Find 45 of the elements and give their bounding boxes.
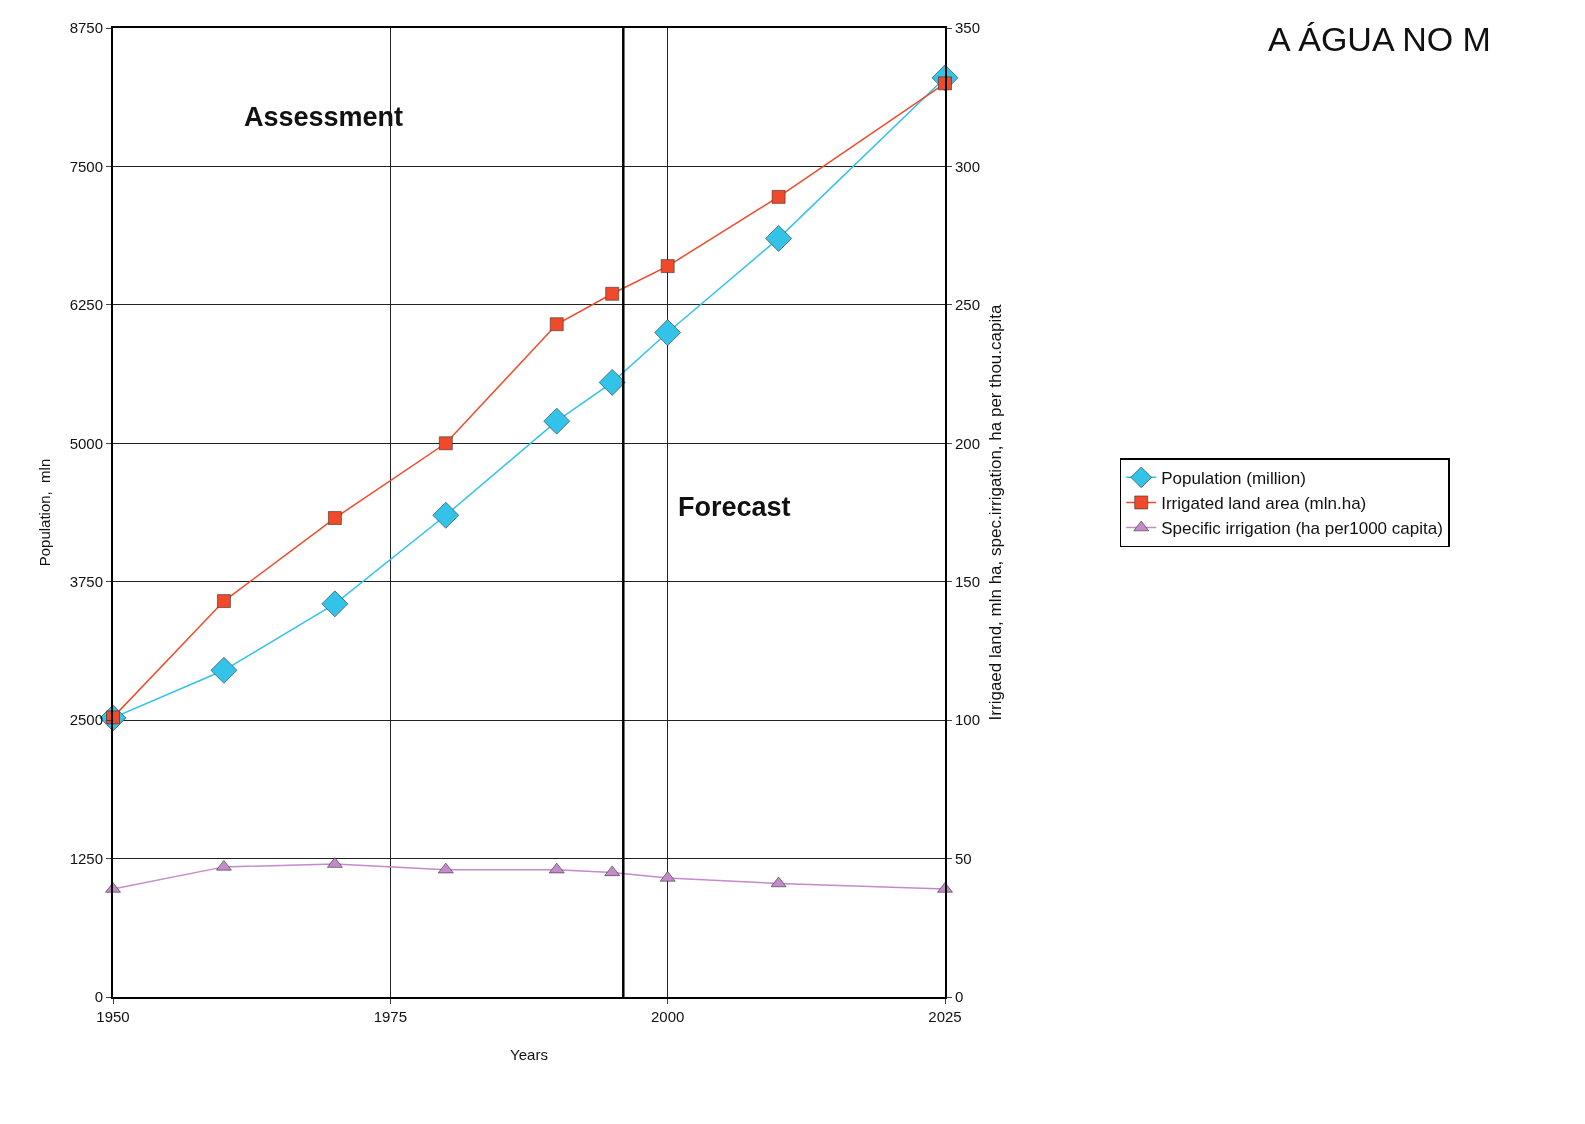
y2-tick-label: 200 [955, 434, 981, 452]
point [605, 286, 619, 301]
point [765, 225, 792, 252]
point [660, 259, 675, 273]
text: A ÁGUA NO M [1268, 20, 1491, 59]
y-tick-label: 6250 [69, 296, 103, 314]
x-tick-label: 1950 [96, 1008, 130, 1025]
y2-tick-label: 350 [955, 19, 981, 37]
point [549, 317, 564, 332]
point [439, 436, 453, 451]
x-axis-title: Years [510, 1045, 548, 1063]
point [598, 369, 626, 396]
x-tick-label: 2000 [650, 1008, 685, 1025]
y-tick-label: 7500 [69, 157, 103, 175]
point [321, 590, 349, 618]
y-tick-label: 5000 [69, 434, 103, 452]
point [432, 501, 460, 529]
x-tick-label: 1975 [373, 1008, 408, 1025]
x-tick-label: 2025 [928, 1008, 962, 1025]
y2-tick-label: 150 [955, 572, 981, 590]
y-tick-label: 0 [94, 988, 103, 1006]
point [771, 190, 786, 204]
y2-tick-label: 300 [955, 157, 981, 175]
y2-tick-label: 0 [955, 988, 964, 1006]
legend-label: Population (million) [1161, 468, 1306, 488]
y-tick-label: 8750 [69, 19, 103, 37]
point [543, 407, 571, 435]
y-tick-label: 2500 [69, 711, 103, 729]
point [548, 862, 565, 874]
y2-tick-label: 250 [955, 296, 981, 314]
point [770, 876, 787, 888]
y2-tick-label: 100 [955, 711, 981, 729]
y2-axis-title: Irrigaed land, mln ha, spec.irrigation, ha per thou.capita [985, 304, 1005, 721]
point [654, 319, 681, 346]
y-tick-label: 3750 [69, 572, 103, 590]
point [328, 511, 342, 525]
legend-label: Irrigated land area (mln.ha) [1161, 494, 1367, 514]
annotation: Forecast [678, 492, 791, 522]
point [437, 862, 454, 874]
legend-label: Specific irrigation (ha per1000 capita) [1161, 519, 1443, 539]
y-axis-title: Population, mln [36, 458, 54, 567]
y-tick-label: 1250 [69, 849, 103, 867]
y2-tick-label: 50 [955, 849, 972, 867]
point [217, 594, 231, 608]
point [210, 657, 238, 684]
